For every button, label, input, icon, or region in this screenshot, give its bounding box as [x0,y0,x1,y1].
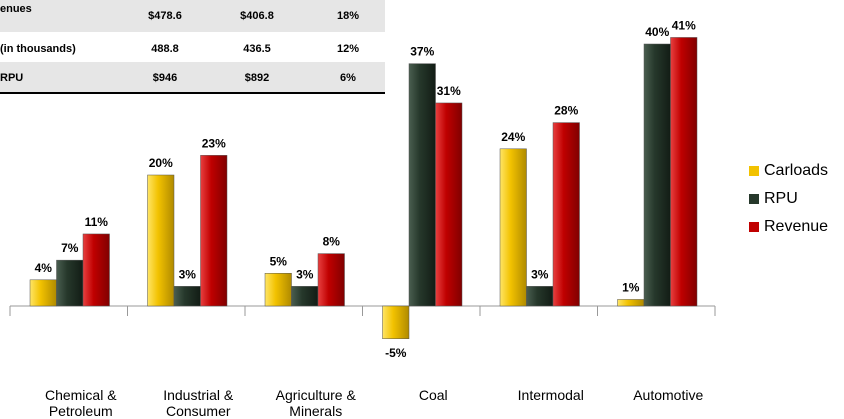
bar [643,43,671,307]
data-label: 8% [323,235,341,249]
table-cell: (in thousands) [0,43,76,55]
data-label: 3% [531,267,549,281]
data-label: -5% [385,346,407,360]
bar [82,233,110,307]
bar [670,37,698,307]
x-tick-label: Agriculture & Minerals [275,387,356,419]
table-row-bg [0,62,385,93]
x-tick-label: Industrial & Consumer [163,387,234,419]
legend-label: Carloads [764,162,829,179]
table-cell: enues [0,3,32,15]
bar [552,122,580,307]
data-label: 3% [179,267,197,281]
table-cell: 12% [336,43,360,55]
bar [29,279,57,307]
bar [499,148,527,307]
x-tick-label: Intermodal [517,387,584,403]
data-label: 11% [85,215,109,229]
data-label: 23% [202,136,226,150]
table-cell: $406.8 [240,10,274,22]
table-cell: RPU [0,72,24,84]
bar [317,253,345,307]
data-label: 41% [672,18,696,32]
data-label: 20% [149,156,173,170]
data-label: 3% [296,267,314,281]
data-label: 31% [437,84,461,98]
table-cell: $478.6 [148,10,182,22]
data-label: 40% [645,25,669,39]
data-label: 7% [61,241,79,255]
legend-swatch [749,166,759,176]
legend-label: Revenue [764,218,829,235]
x-tick-label: Coal [418,387,448,403]
table-cell: 6% [340,72,356,84]
legend-swatch [749,194,759,204]
bar [617,299,645,307]
data-label: 24% [501,130,525,144]
table-cell: $946 [152,72,178,84]
table-row-bg [0,0,385,32]
legend-swatch [749,222,759,232]
bar [408,63,436,307]
x-tick-label: Automotive [633,387,704,403]
data-label: 1% [622,280,640,294]
legend-label: RPU [764,190,798,207]
bar [291,286,319,307]
bar [147,174,175,307]
x-tick-label: Chemical & Petroleum [44,387,117,419]
bar [200,155,228,307]
data-label: 37% [410,45,434,59]
table-cell: 436.5 [243,43,271,55]
table-cell: 488.8 [151,43,179,55]
data-label: 4% [35,261,53,275]
bar [56,259,84,307]
bar [173,286,201,307]
bar [526,286,554,307]
table-cell: 18% [336,10,360,22]
bar [264,273,292,307]
table-cell: $892 [244,72,270,84]
bar [435,102,463,307]
bar [382,305,410,339]
data-label: 5% [270,254,288,268]
data-label: 28% [554,104,578,118]
